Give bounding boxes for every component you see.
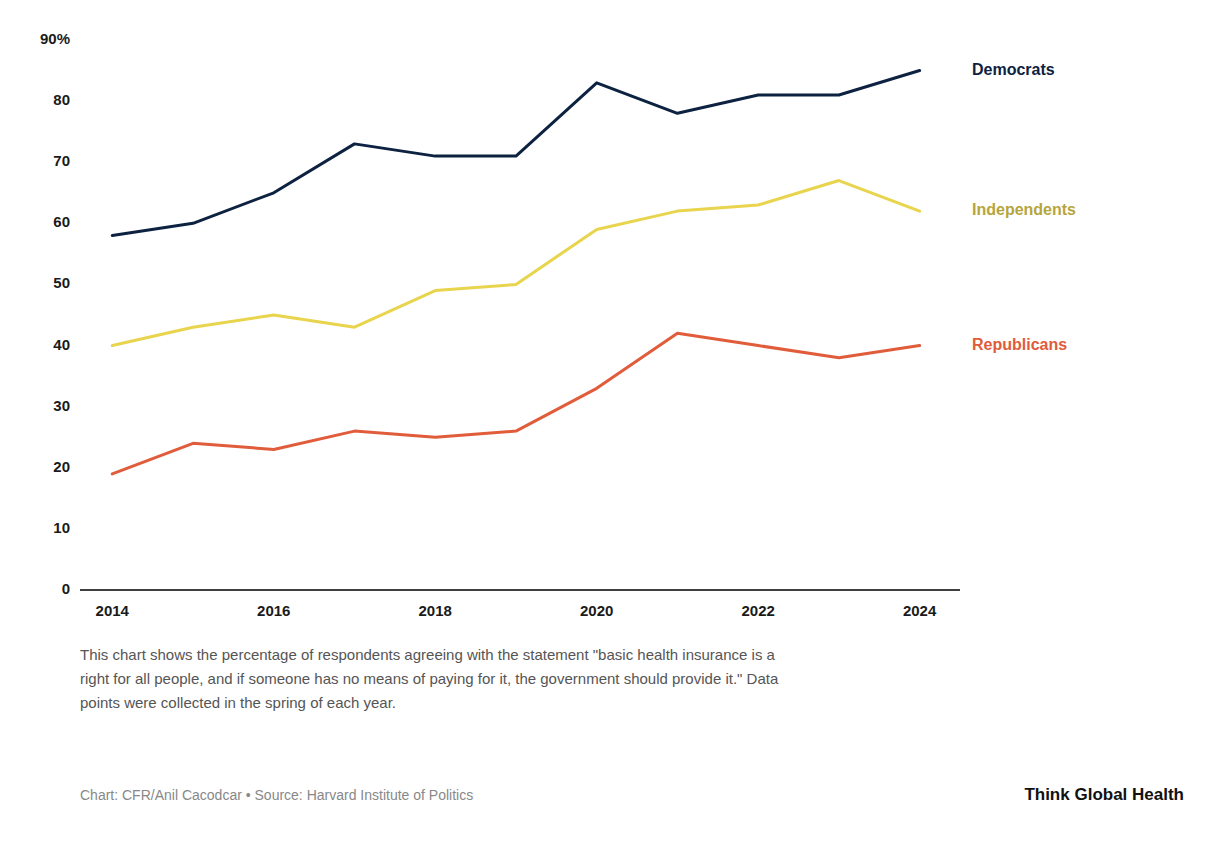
x-tick-label: 2014 bbox=[96, 602, 130, 619]
caption-line: points were collected in the spring of e… bbox=[80, 694, 396, 711]
y-tick-label: 20 bbox=[53, 458, 70, 475]
y-tick-label: 30 bbox=[53, 397, 70, 414]
caption-line: right for all people, and if someone has… bbox=[80, 670, 779, 687]
y-tick-label: 70 bbox=[53, 152, 70, 169]
x-axis: 2014 2016 2018 2020 2022 2024 bbox=[80, 590, 960, 619]
series-label: Democrats bbox=[972, 61, 1055, 78]
x-tick-label: 2024 bbox=[903, 602, 937, 619]
x-tick-label: 2016 bbox=[257, 602, 290, 619]
x-tick-label: 2018 bbox=[419, 602, 452, 619]
y-axis: 0 10 20 30 40 50 60 70 80 90% bbox=[40, 30, 70, 597]
plot-area bbox=[112, 71, 919, 474]
credit: Think Global Health bbox=[1024, 785, 1184, 804]
y-tick-label: 0 bbox=[62, 580, 70, 597]
series-labels: Democrats Independents Republicans bbox=[972, 61, 1076, 353]
x-tick-label: 2020 bbox=[580, 602, 613, 619]
series-label: Republicans bbox=[972, 336, 1067, 353]
y-tick-label: 40 bbox=[53, 336, 70, 353]
background bbox=[0, 0, 1220, 861]
y-tick-label: 50 bbox=[53, 274, 70, 291]
x-axis-line bbox=[80, 589, 960, 591]
caption: This chart shows the percentage of respo… bbox=[80, 646, 779, 711]
series-line bbox=[112, 333, 919, 474]
y-tick-label: 10 bbox=[53, 519, 70, 536]
series-label: Independents bbox=[972, 201, 1076, 218]
source: Chart: CFR/Anil Cacodcar • Source: Harva… bbox=[80, 787, 473, 803]
chart: 0 10 20 30 40 50 60 70 80 90% 2014 2016 2018 2020 2022… bbox=[0, 0, 1220, 861]
y-tick-label: 90% bbox=[40, 30, 70, 47]
series-line bbox=[112, 181, 919, 346]
series-line bbox=[112, 71, 919, 236]
y-tick-label: 60 bbox=[53, 213, 70, 230]
x-tick-label: 2022 bbox=[741, 602, 774, 619]
y-tick-label: 80 bbox=[53, 91, 70, 108]
caption-line: This chart shows the percentage of respo… bbox=[80, 646, 776, 663]
